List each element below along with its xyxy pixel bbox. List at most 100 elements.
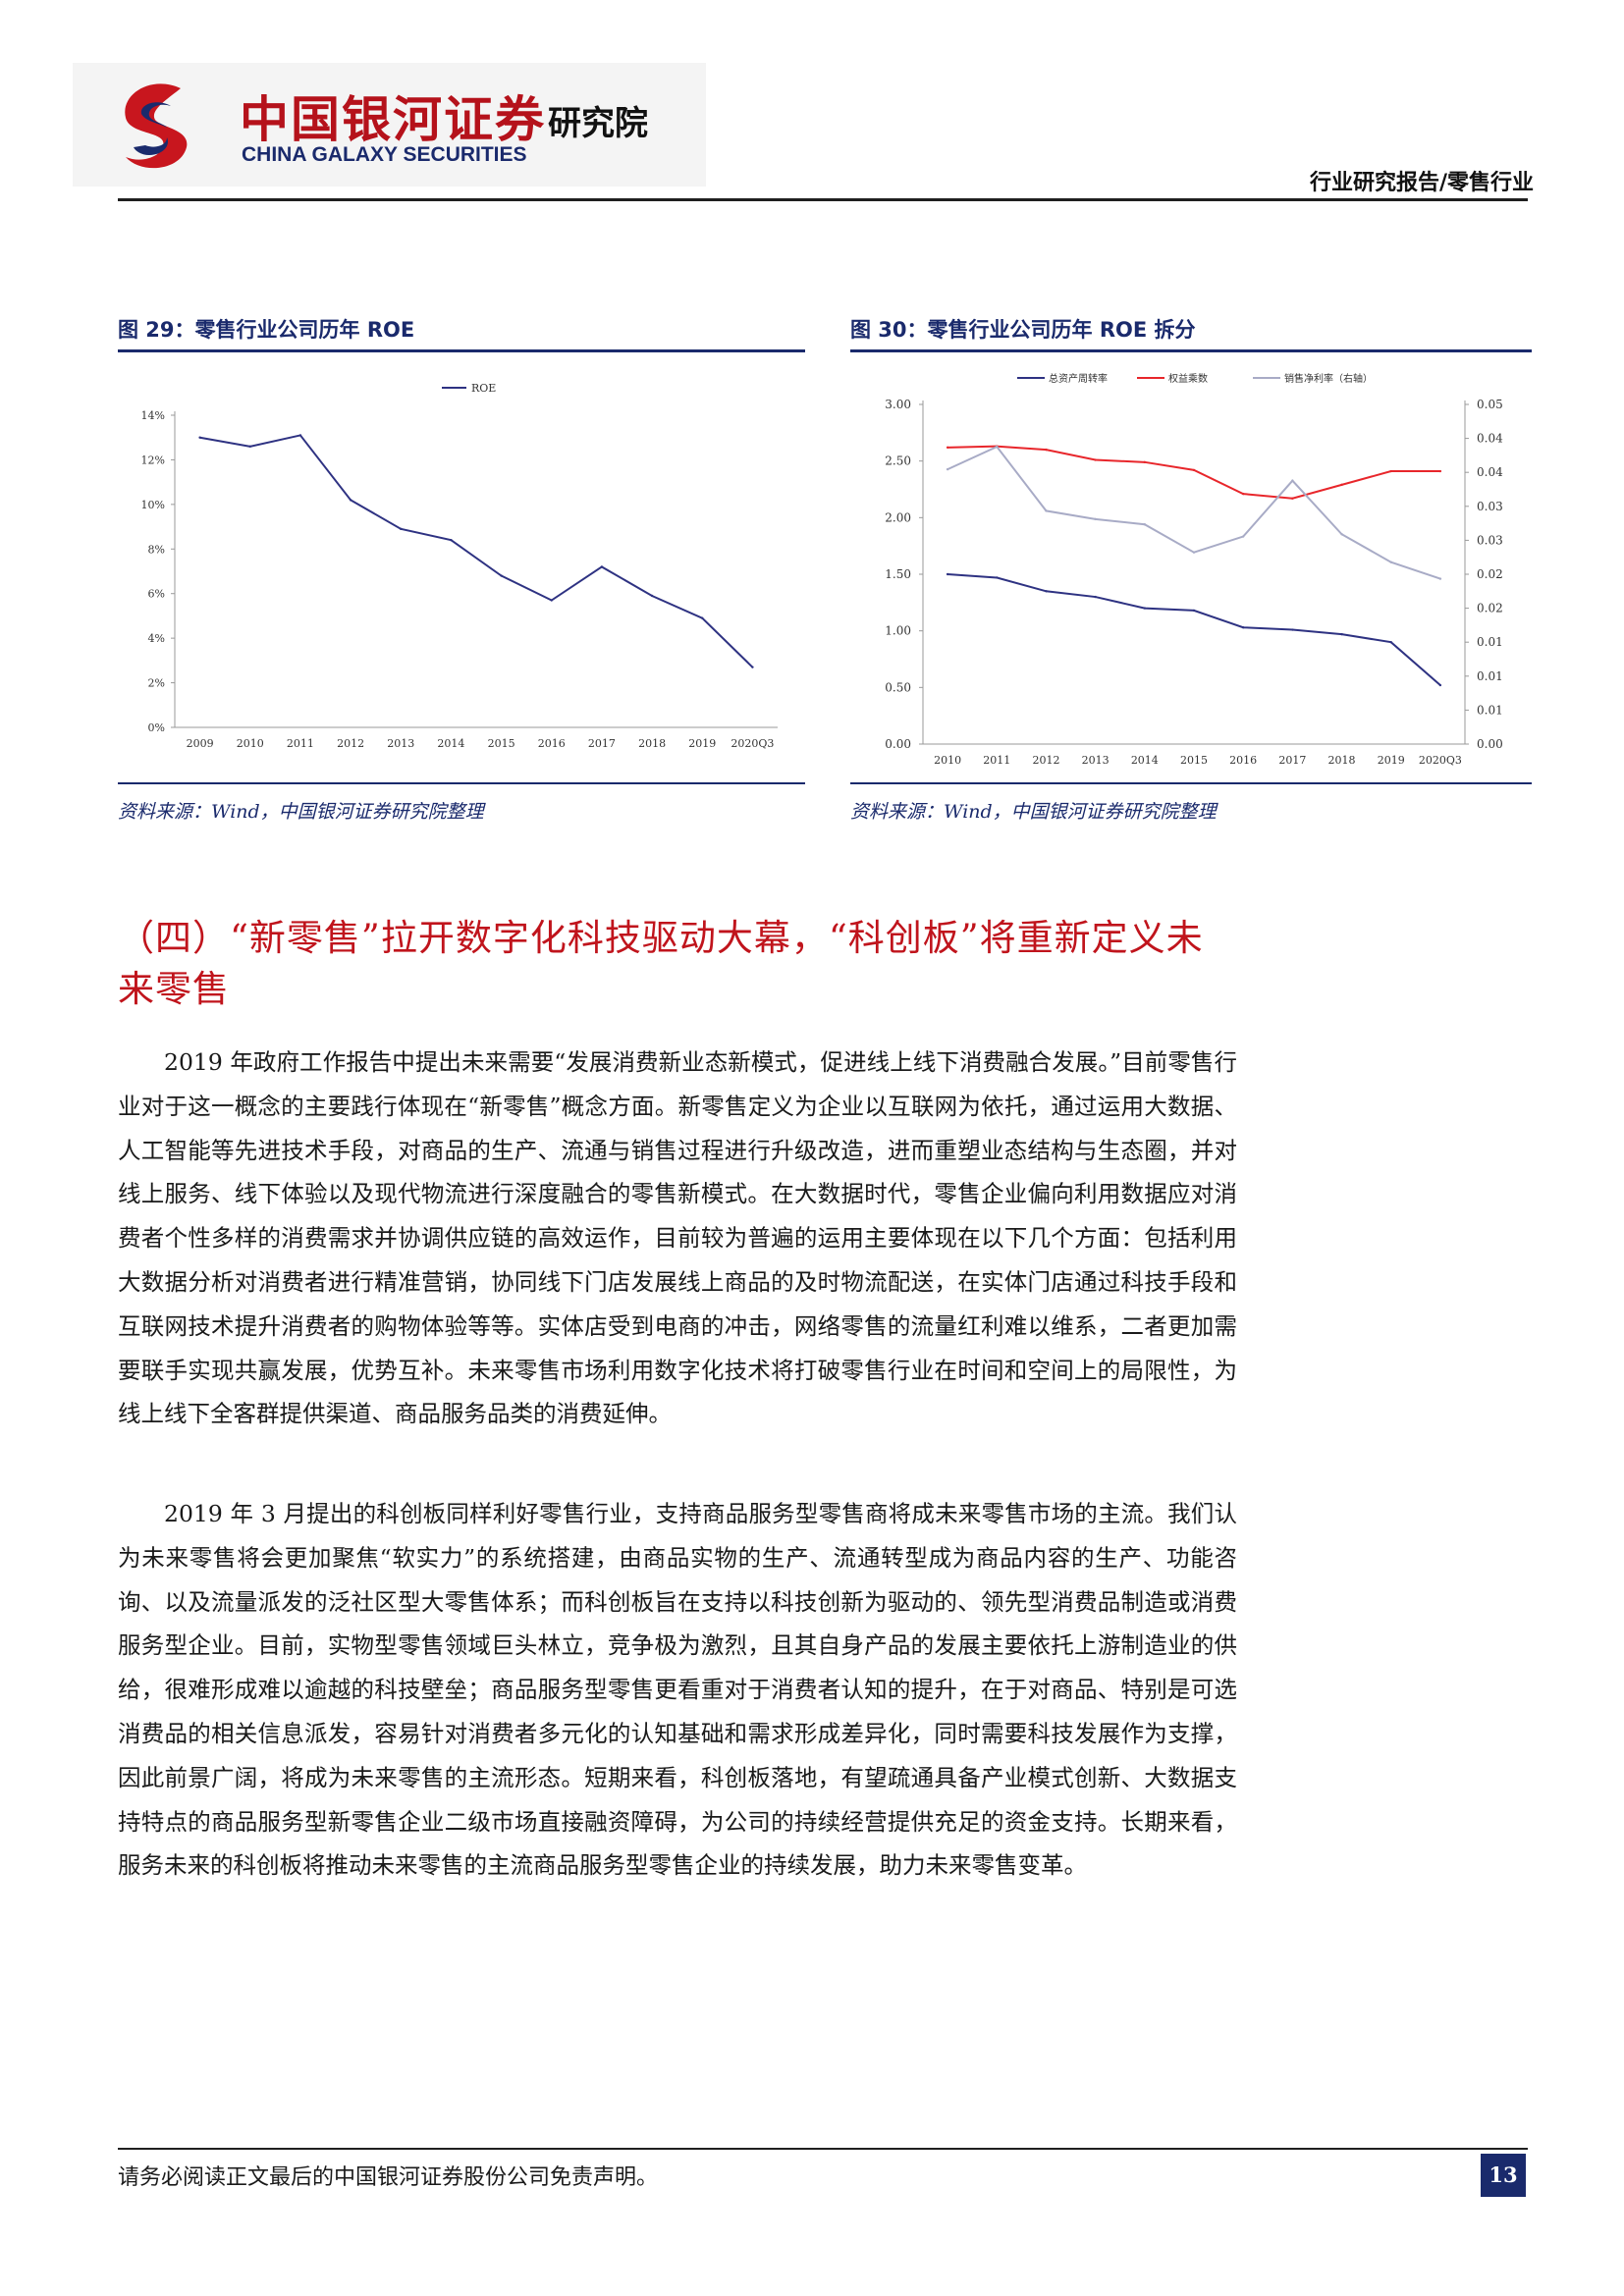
x-tick-label: 2019	[688, 737, 716, 750]
series-0-data-point	[1291, 628, 1294, 631]
series-0-data-point	[1340, 632, 1343, 636]
left-tick-label: 2.00	[885, 510, 911, 524]
x-tick-label: 2020Q3	[1419, 754, 1462, 767]
legend-label-2: 销售净利率（右轴）	[1284, 372, 1373, 385]
series-line-1	[947, 445, 1440, 500]
y-tick-label: 14%	[141, 409, 165, 422]
logo-institute: 研究院	[548, 104, 648, 143]
x-tick-label: 2017	[1278, 754, 1306, 767]
body-paragraph: 2019 年政府工作报告中提出未来需要“发展消费新业态新模式，促进线上线下消费融…	[118, 1048, 1237, 1428]
y-tick-label: 12%	[141, 454, 165, 466]
x-tick-label: 2016	[1229, 754, 1257, 767]
figure-30-top-rule	[850, 349, 1532, 352]
x-tick-label: 2018	[638, 737, 666, 750]
legend-roe-label: ROE	[471, 382, 496, 395]
company-logo: 中国银河证券 CHINA GALAXY SECURITIES 研究院	[73, 63, 706, 187]
roe-data-point	[550, 599, 553, 602]
x-tick-label: 2014	[1131, 754, 1159, 767]
series-1-data-point	[1094, 458, 1097, 461]
x-tick-label: 2010	[237, 737, 264, 750]
series-0-data-point	[1094, 595, 1097, 599]
figure-29-top-rule	[118, 349, 805, 352]
series-2-data-point	[1291, 479, 1294, 482]
body-paragraph: 2019 年 3 月提出的科创板同样利好零售行业，支持商品服务型零售商将成未来零…	[118, 1500, 1237, 1880]
figure-29-caption: 图 29：零售行业公司历年 ROE	[118, 318, 415, 342]
galaxy-logo-icon	[125, 83, 188, 169]
roe-decomposition-chart: 0.00 0.50 1.00 1.50 2.00 2.50 3.00 0.00 0.01 0.01…	[885, 372, 1503, 767]
x-tick-label: 2014	[437, 737, 464, 750]
series-0-data-point	[1241, 626, 1245, 629]
series-2-data-point	[1438, 577, 1442, 580]
right-tick-label: 0.03	[1477, 500, 1503, 513]
roe-data-point	[349, 499, 352, 502]
x-tick-label: 2019	[1378, 754, 1405, 767]
series-1-data-point	[1045, 448, 1048, 452]
roe-data-point	[701, 616, 704, 619]
series-0-data-point	[1192, 609, 1196, 613]
roe-data-point	[500, 574, 503, 577]
x-tick-label: 2018	[1328, 754, 1356, 767]
legend-label-1: 权益乘数	[1168, 372, 1208, 385]
roe-data-point	[751, 666, 754, 668]
series-1-data-point	[1192, 468, 1196, 472]
x-tick-label: 2016	[538, 737, 566, 750]
left-tick-label: 0.50	[885, 680, 911, 694]
roe-data-point	[198, 436, 201, 439]
series-1-data-point	[1291, 497, 1294, 500]
right-tick-label: 0.01	[1477, 669, 1503, 683]
series-1-data-point	[946, 446, 949, 450]
series-2-data-point	[1192, 551, 1196, 554]
series-line-2	[947, 445, 1441, 580]
roe-data-point	[650, 594, 654, 598]
series-1-data-point	[1389, 469, 1392, 473]
roe-data-point	[600, 565, 604, 568]
x-tick-label: 2017	[588, 737, 616, 750]
x-tick-label: 2010	[934, 754, 961, 767]
series-2-data-point	[1094, 517, 1097, 521]
x-tick-label: 2012	[1032, 754, 1059, 767]
series-0-data-point	[1389, 641, 1392, 644]
y-tick-label: 10%	[141, 499, 165, 511]
series-1-data-point	[1143, 460, 1147, 464]
series-0-data-point	[1438, 683, 1442, 687]
series-2-data-point	[1389, 561, 1392, 563]
y-tick-label: 2%	[148, 677, 165, 690]
y-tick-label: 4%	[148, 632, 165, 645]
left-tick-label: 2.50	[885, 454, 911, 468]
right-tick-label: 0.01	[1477, 635, 1503, 649]
x-tick-label: 2013	[387, 737, 414, 750]
x-tick-label: 2013	[1082, 754, 1110, 767]
figure-29-bottom-rule	[118, 782, 805, 784]
right-tick-label: 0.02	[1477, 602, 1503, 615]
roe-series-line	[199, 434, 754, 668]
right-tick-label: 0.00	[1477, 737, 1503, 751]
series-0-data-point	[1143, 607, 1147, 610]
right-tick-label: 0.05	[1477, 398, 1503, 411]
roe-data-point	[248, 445, 251, 448]
figure-30-source: 资料来源：Wind，中国银河证券研究院整理	[850, 801, 1217, 823]
legend-label-0: 总资产周转率	[1049, 372, 1108, 385]
left-tick-label: 3.00	[885, 398, 911, 411]
roe-line-chart: 0% 2% 4% 6% 8% 10% 12% 14% 2009 2010 2011 2012 2013 2…	[141, 382, 778, 750]
x-tick-label: 2015	[488, 737, 515, 750]
y-tick-label: 8%	[148, 543, 165, 556]
right-tick-label: 0.04	[1477, 465, 1503, 479]
series-0-data-point	[946, 572, 949, 576]
x-tick-label: 2011	[287, 737, 314, 750]
roe-data-point	[298, 434, 302, 437]
logo-english-name: CHINA GALAXY SECURITIES	[242, 143, 527, 166]
series-2-data-point	[1045, 509, 1048, 512]
footer-disclaimer: 请务必阅读正文最后的中国银河证券股份公司免责声明。	[118, 2165, 659, 2190]
series-0-data-point	[996, 576, 999, 579]
left-tick-label: 1.50	[885, 567, 911, 581]
figure-30-bottom-rule	[850, 782, 1532, 784]
series-2-data-point	[996, 445, 999, 449]
roe-data-point	[450, 539, 453, 542]
x-tick-label: 2020Q3	[731, 737, 774, 750]
right-tick-label: 0.01	[1477, 703, 1503, 717]
footer-divider	[118, 2148, 1528, 2150]
section-heading: （四）“新零售”拉开数字化科技驱动大幕，“科创板”将重新定义未来零售	[118, 917, 1204, 1010]
x-tick-label: 2015	[1180, 754, 1208, 767]
y-tick-label: 6%	[148, 588, 165, 601]
logo-chinese-name: 中国银河证券	[240, 91, 546, 148]
